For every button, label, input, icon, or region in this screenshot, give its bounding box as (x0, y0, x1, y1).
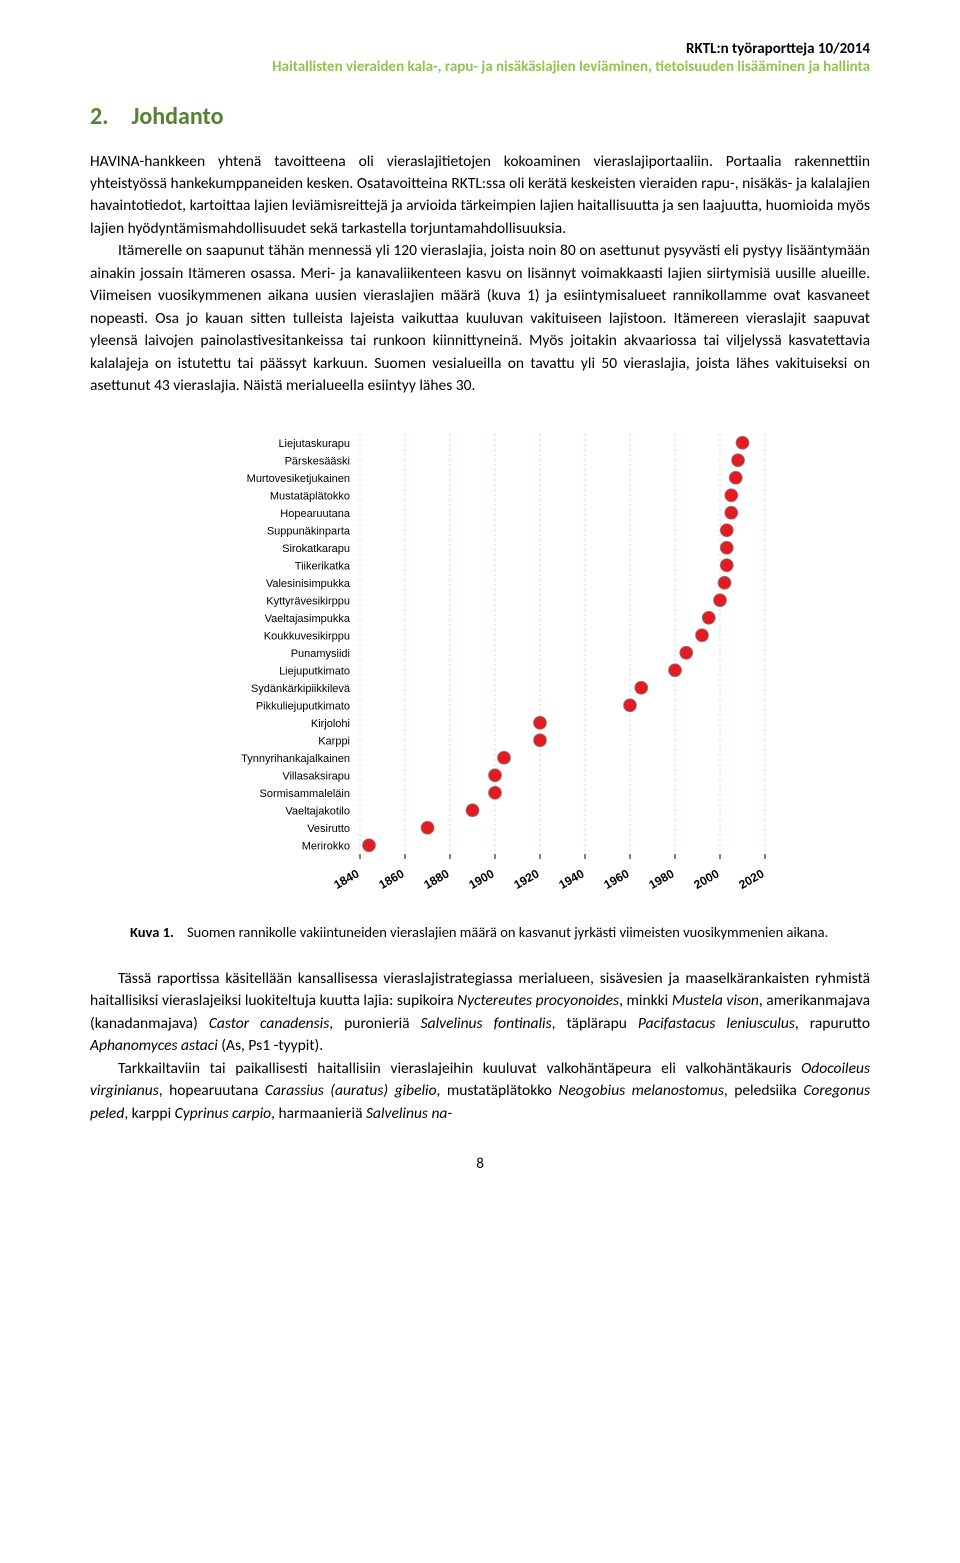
svg-text:Kirjolohi: Kirjolohi (311, 717, 350, 729)
svg-text:Suppunäkinparta: Suppunäkinparta (267, 525, 351, 537)
svg-text:Koukkuvesikirppu: Koukkuvesikirppu (264, 630, 350, 642)
section-number: 2. (90, 102, 126, 131)
svg-text:1860: 1860 (376, 866, 406, 892)
p4-text: , karppi (124, 1104, 174, 1123)
svg-text:Sydänkärkipiikkilevä: Sydänkärkipiikkilevä (251, 682, 351, 694)
section-heading: 2. Johdanto (90, 102, 870, 131)
report-subtitle: Haitallisten vieraiden kala-, rapu- ja n… (90, 58, 870, 78)
svg-text:1840: 1840 (331, 866, 361, 892)
paragraph-2: Itämerelle on saapunut tähän mennessä yl… (90, 240, 870, 397)
p4-text: , mustatäplätokko (437, 1081, 559, 1100)
svg-text:Tynnyrihankajalkainen: Tynnyrihankajalkainen (241, 752, 350, 764)
svg-text:Hopearuutana: Hopearuutana (280, 507, 351, 519)
svg-text:Vaeltajakotilo: Vaeltajakotilo (285, 805, 350, 817)
paragraph-1: HAVINA-hankkeen yhtenä tavoitteena oli v… (90, 151, 870, 241)
section-title: Johdanto (131, 102, 223, 131)
figure-caption-text: Suomen rannikolle vakiintuneiden vierasl… (187, 923, 828, 941)
svg-text:1960: 1960 (601, 866, 631, 892)
p3-text: , täplärapu (552, 1014, 638, 1033)
report-number: RKTL:n työraportteja 10/2014 (90, 40, 870, 58)
paragraph-3: Tässä raportissa käsitellään kansallises… (90, 968, 870, 1058)
svg-text:Sormisammaleläin: Sormisammaleläin (260, 787, 350, 799)
figure-caption: Kuva 1. Suomen rannikolle vakiintuneiden… (130, 922, 830, 942)
svg-text:Karppi: Karppi (318, 735, 350, 747)
svg-text:Sirokatkarapu: Sirokatkarapu (282, 542, 350, 554)
svg-text:Mustatäplätokko: Mustatäplätokko (270, 490, 350, 502)
species-latin: Pacifastacus leniusculus (638, 1014, 795, 1033)
svg-text:2000: 2000 (691, 866, 721, 892)
svg-text:Liejuputkimato: Liejuputkimato (279, 665, 350, 677)
svg-text:Vaeltajasimpukka: Vaeltajasimpukka (265, 612, 351, 624)
p3-text: (As, Ps1 -tyypit). (218, 1036, 323, 1055)
svg-text:Pärskesääski: Pärskesääski (285, 455, 350, 467)
species-latin: Carassius (auratus) gibelio (265, 1081, 437, 1100)
svg-text:1940: 1940 (556, 866, 586, 892)
svg-text:Punamysiidi: Punamysiidi (291, 647, 350, 659)
p3-text: , minkki (619, 991, 672, 1010)
svg-text:Kyttyrävesikirppu: Kyttyrävesikirppu (266, 595, 350, 607)
svg-text:Tiikerikatka: Tiikerikatka (295, 560, 351, 572)
svg-text:Merirokko: Merirokko (302, 840, 350, 852)
species-latin: Salvelinus fontinalis (421, 1014, 552, 1033)
svg-text:Liejutaskurapu: Liejutaskurapu (278, 437, 350, 449)
svg-text:Pikkuliejuputkimato: Pikkuliejuputkimato (256, 700, 350, 712)
p4-text: , harmaanieriä (271, 1104, 366, 1123)
svg-text:Villasaksirapu: Villasaksirapu (282, 770, 350, 782)
page: RKTL:n työraportteja 10/2014 Haitalliste… (0, 0, 960, 1213)
svg-text:Murtovesiketjukainen: Murtovesiketjukainen (247, 472, 350, 484)
species-latin: Neogobius melanostomus (558, 1081, 723, 1100)
species-latin: Cyprinus carpio (175, 1104, 271, 1123)
species-latin: Mustela vison (672, 991, 759, 1010)
report-header: RKTL:n työraportteja 10/2014 Haitalliste… (90, 40, 870, 78)
svg-text:Vesirutto: Vesirutto (307, 822, 350, 834)
species-latin: Salvelinus na- (366, 1104, 452, 1123)
svg-text:1920: 1920 (511, 866, 541, 892)
svg-text:1900: 1900 (466, 866, 496, 892)
svg-text:1980: 1980 (646, 866, 676, 892)
p4-text: Tarkkailtaviin tai paikallisesti haitall… (118, 1059, 801, 1078)
species-latin: Castor canadensis (209, 1014, 329, 1033)
paragraph-4: Tarkkailtaviin tai paikallisesti haitall… (90, 1058, 870, 1125)
svg-text:1880: 1880 (421, 866, 451, 892)
p3-text: , rapurutto (795, 1014, 870, 1033)
svg-text:2020: 2020 (736, 866, 766, 892)
p4-text: , hopearuutana (159, 1081, 265, 1100)
page-number: 8 (90, 1155, 870, 1173)
species-latin: Nyctereutes procyonoides (457, 991, 619, 1010)
species-arrival-chart: 1840 1860 1880 1900 1920 1940 1960 1980 2000 2020… (180, 424, 780, 904)
p4-text: , peledsiika (724, 1081, 803, 1100)
figure-label: Kuva 1. (130, 923, 174, 941)
chart-wrap: 1840 1860 1880 1900 1920 1940 1960 1980 2000 2020… (90, 424, 870, 904)
species-latin: Aphanomyces astaci (90, 1036, 218, 1055)
p3-text: , puronieriä (329, 1014, 420, 1033)
svg-text:Valesinisimpukka: Valesinisimpukka (266, 577, 351, 589)
